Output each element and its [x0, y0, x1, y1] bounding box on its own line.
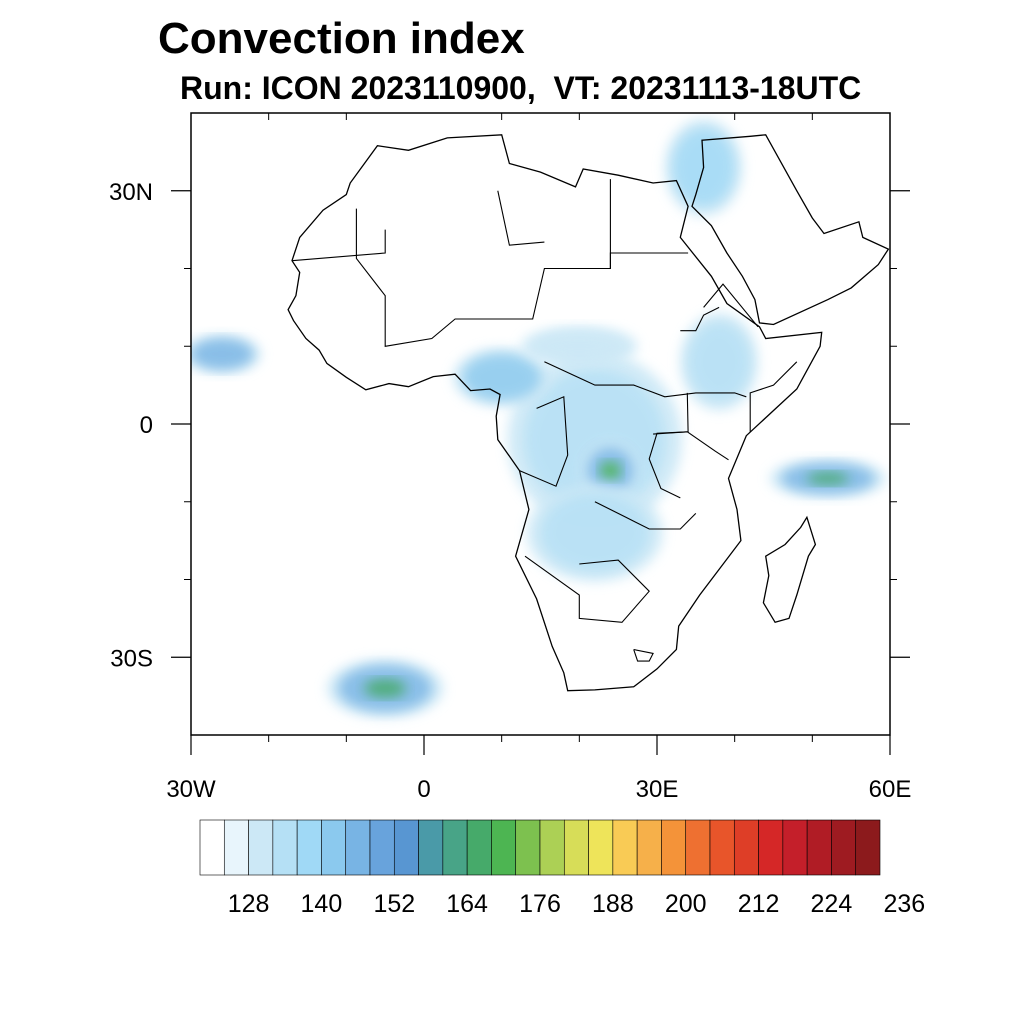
country-border [703, 283, 759, 328]
colorbar-swatch [223, 819, 249, 876]
colorbar-swatch [248, 819, 274, 876]
colorbar-tick-label: 188 [592, 890, 634, 918]
arabia-coastline [691, 134, 890, 326]
country-border [594, 501, 697, 530]
colorbar-swatch [418, 819, 444, 876]
colorbar-swatch [272, 819, 298, 876]
country-border [497, 190, 545, 246]
convection-region-sahel-band [521, 326, 638, 366]
colorbar-tick-label: 212 [738, 890, 780, 918]
axis-ticks: 30W 0 30E 60E 30N 0 30S [109, 113, 911, 803]
lon-tick-label: 30E [636, 776, 679, 803]
chart-subtitle: Run: ICON 2023110900, VT: 20231113-18UTC [180, 70, 862, 106]
colorbar-swatch [199, 819, 225, 876]
colorbar: 128 140 152 164 176 188 200 212 224 236 [199, 819, 925, 918]
colorbar-swatch [369, 819, 395, 876]
colorbar-swatch [806, 819, 832, 876]
colorbar-swatch [515, 819, 541, 876]
colorbar-swatch [393, 819, 419, 876]
lat-tick-label: 30S [110, 645, 153, 672]
country-border [519, 395, 569, 487]
colorbar-swatch [709, 819, 735, 876]
lat-tick-label: 0 [140, 412, 153, 439]
colorbar-tick-label: 140 [301, 890, 343, 918]
colorbar-swatch [855, 819, 881, 876]
colorbar-tick-label: 164 [446, 890, 488, 918]
colorbar-swatch [442, 819, 468, 876]
colorbar-swatch [321, 819, 347, 876]
colorbar-swatch [733, 819, 759, 876]
colorbar-swatch [491, 819, 517, 876]
colorbar-swatch [612, 819, 638, 876]
country-border [749, 361, 798, 432]
colorbar-tick-label: 152 [373, 890, 415, 918]
colorbar-swatch [758, 819, 784, 876]
colorbar-swatch [831, 819, 857, 876]
convection-region-angola-zambia [526, 484, 663, 582]
colorbar-tick-label: 236 [883, 890, 925, 918]
colorbar-tick-label: 128 [228, 890, 270, 918]
convection-region-madagascar-channel [769, 458, 887, 498]
madagascar-coastline [762, 515, 817, 624]
colorbar-swatch [563, 819, 589, 876]
colorbar-tick-label: 176 [519, 890, 561, 918]
colorbar-swatch [296, 819, 322, 876]
colorbar-swatch [345, 819, 371, 876]
lon-tick-label: 60E [869, 776, 912, 803]
lon-tick-label: 0 [417, 776, 430, 803]
country-border [648, 392, 689, 499]
colorbar-swatch [466, 819, 492, 876]
colorbar-swatch [636, 819, 662, 876]
colorbar-swatch [539, 819, 565, 876]
lat-tick-label: 30N [109, 179, 153, 206]
country-border [680, 306, 720, 332]
colorbar-tick-label: 224 [811, 890, 853, 918]
colorbar-swatch [588, 819, 614, 876]
colorbar-swatch [685, 819, 711, 876]
colorbar-swatch [782, 819, 808, 876]
convection-region-atlantic-south-frontal-band [326, 659, 444, 718]
convection-region-atlantic-west [191, 334, 261, 374]
country-border [355, 208, 689, 347]
colorbar-tick-label: 200 [665, 890, 707, 918]
colorbar-swatch [661, 819, 687, 876]
chart-title: Convection index [158, 14, 525, 63]
convection-region-congo-core [581, 441, 640, 500]
country-border [544, 361, 747, 398]
lon-tick-label: 30W [166, 776, 216, 803]
coastlines-and-borders [287, 134, 890, 692]
country-border [633, 648, 654, 662]
convection-field [191, 118, 887, 718]
country-border [291, 229, 386, 262]
convection-region-ethiopia-convection [680, 313, 758, 411]
country-border [524, 555, 650, 623]
africa-coastline [287, 134, 823, 692]
